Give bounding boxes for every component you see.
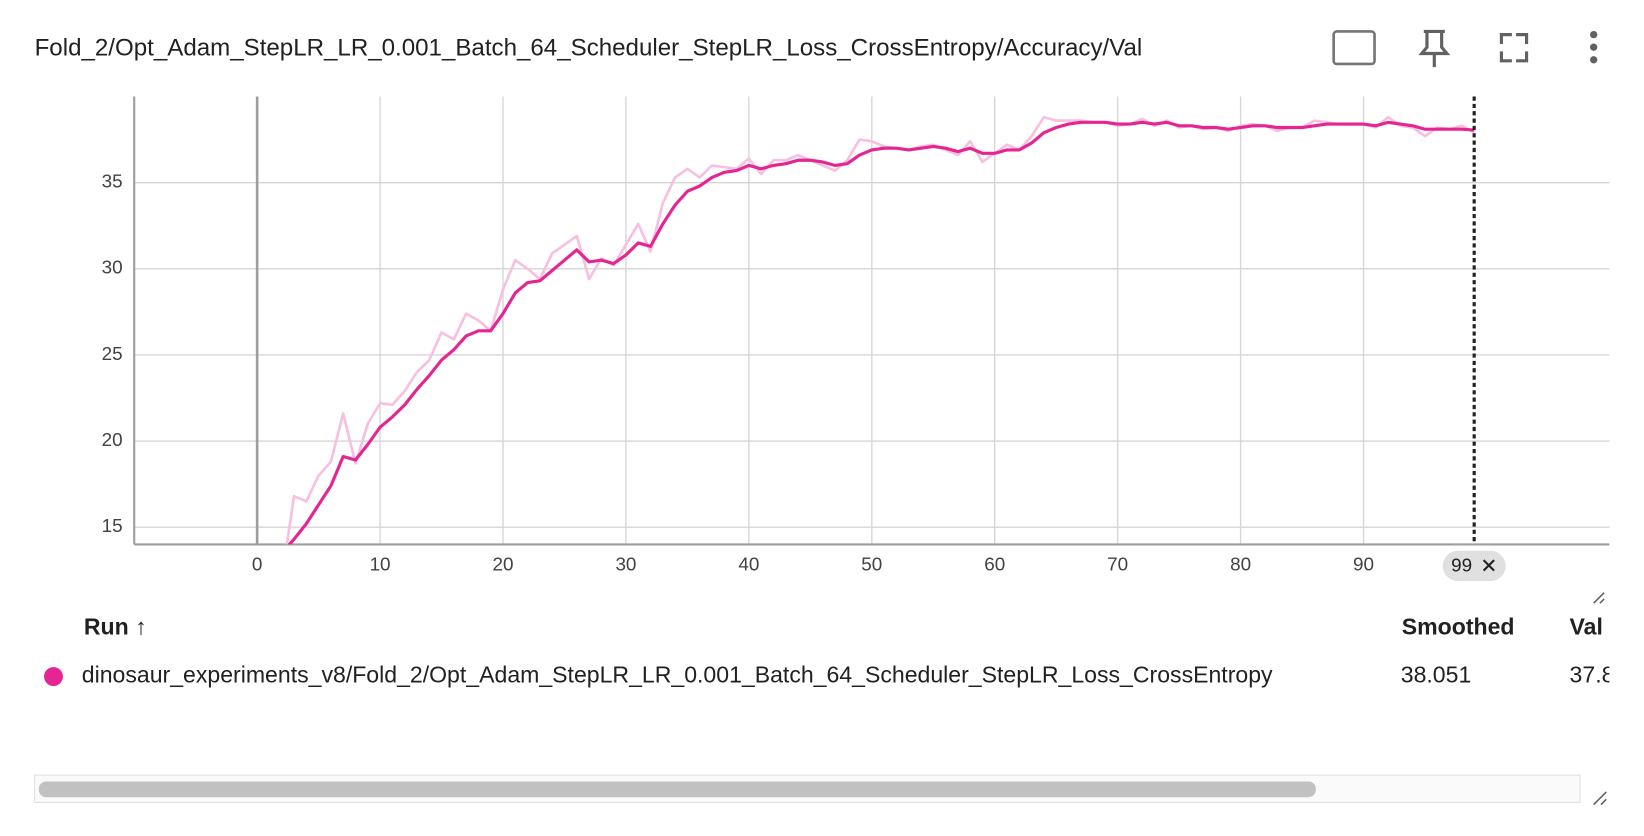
card-title: Fold_2/Opt_Adam_StepLR_LR_0.001_Batch_64… xyxy=(35,35,1143,62)
fit-button[interactable] xyxy=(1332,30,1376,66)
resize-handle[interactable] xyxy=(1593,791,1607,806)
pin-button[interactable] xyxy=(1418,29,1451,68)
resize-handle[interactable] xyxy=(1593,592,1605,604)
y-tick-label: 25 xyxy=(102,343,123,364)
y-tick-label: 30 xyxy=(102,257,123,278)
smoothed-value: 38.051 xyxy=(1401,662,1472,688)
cursor-label: 99 xyxy=(1451,554,1472,575)
x-tick-label: 30 xyxy=(615,553,636,574)
x-tick-label: 20 xyxy=(493,553,514,574)
x-tick-label: 70 xyxy=(1107,553,1128,574)
y-tick-label: 15 xyxy=(102,515,123,536)
fullscreen-button[interactable] xyxy=(1499,33,1529,63)
value: 37.8 xyxy=(1570,662,1615,688)
x-tick-label: 90 xyxy=(1353,553,1374,574)
run-name: dinosaur_experiments_v8/Fold_2/Opt_Adam_… xyxy=(82,662,1273,688)
menu-button[interactable] xyxy=(1590,30,1598,64)
x-tick-label: 40 xyxy=(738,553,759,574)
x-tick-label: 50 xyxy=(861,553,882,574)
x-tick-label: 80 xyxy=(1230,553,1251,574)
cursor-badge[interactable]: 99 xyxy=(1442,550,1506,582)
close-icon xyxy=(1482,559,1495,572)
badge-bg xyxy=(1442,550,1506,582)
x-tick-label: 0 xyxy=(252,553,262,574)
series-line xyxy=(285,115,1475,545)
plot: 15 20 25 30 35 0 10 20 30 40 50 60 70 80 90 99 xyxy=(102,96,1610,582)
series-group xyxy=(285,115,1475,545)
series-line xyxy=(287,120,1475,545)
column-header[interactable]: Smoothed xyxy=(1402,613,1515,639)
x-tick-label: 60 xyxy=(984,553,1005,574)
legend-table: Run ↑ Smoothed Val dinosaur_experiments_… xyxy=(41,613,1615,689)
scrollbar[interactable] xyxy=(34,774,1581,803)
column-header[interactable]: Run ↑ xyxy=(84,613,147,639)
x-tick-label: 10 xyxy=(370,553,391,574)
column-header[interactable]: Val xyxy=(1570,613,1603,639)
y-tick-label: 35 xyxy=(102,171,123,192)
run-color[interactable] xyxy=(41,665,66,689)
y-tick-label: 20 xyxy=(102,429,123,450)
